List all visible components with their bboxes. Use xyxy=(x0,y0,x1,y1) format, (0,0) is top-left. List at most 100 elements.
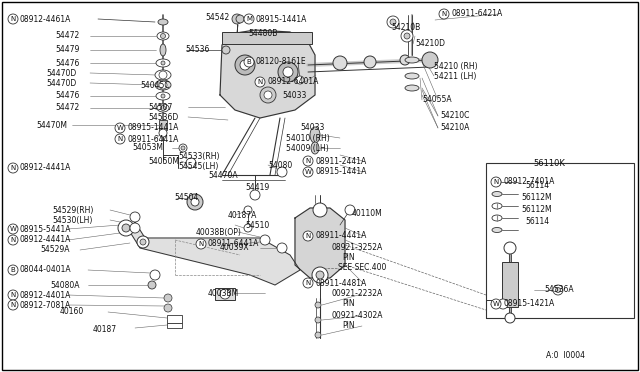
Circle shape xyxy=(260,87,276,103)
Text: N: N xyxy=(493,179,499,185)
Text: 54055A: 54055A xyxy=(422,96,452,105)
Circle shape xyxy=(115,123,125,133)
Text: 54053M: 54053M xyxy=(132,144,163,153)
Text: 54545(LH): 54545(LH) xyxy=(178,163,218,171)
Text: PIN: PIN xyxy=(342,299,355,308)
Polygon shape xyxy=(130,222,300,285)
Text: 08912-7401A: 08912-7401A xyxy=(503,177,554,186)
Text: M: M xyxy=(246,16,252,22)
Bar xyxy=(167,315,182,323)
Text: 54542: 54542 xyxy=(205,13,229,22)
Text: 08912-4401A: 08912-4401A xyxy=(20,291,72,299)
Circle shape xyxy=(400,55,410,65)
Circle shape xyxy=(196,239,206,249)
Text: B: B xyxy=(11,267,15,273)
Circle shape xyxy=(159,71,167,79)
Text: 08044-0401A: 08044-0401A xyxy=(20,266,72,275)
Text: 54045C: 54045C xyxy=(140,80,170,90)
Circle shape xyxy=(161,61,165,65)
Text: W: W xyxy=(116,125,124,131)
Text: 56112M: 56112M xyxy=(521,192,552,202)
Text: 54536D: 54536D xyxy=(148,112,179,122)
Text: 08120-8161E: 08120-8161E xyxy=(256,58,307,67)
Text: N: N xyxy=(117,136,123,142)
Text: 08911-6421A: 08911-6421A xyxy=(451,10,502,19)
Circle shape xyxy=(333,56,347,70)
Circle shape xyxy=(250,190,260,200)
Text: A:0  I0004: A:0 I0004 xyxy=(546,350,585,359)
Text: 56114: 56114 xyxy=(525,217,549,225)
Circle shape xyxy=(220,289,230,299)
Text: 54009 (LH): 54009 (LH) xyxy=(286,144,329,153)
Circle shape xyxy=(504,242,516,254)
Ellipse shape xyxy=(155,80,171,90)
Text: 40039X: 40039X xyxy=(220,244,250,253)
Circle shape xyxy=(278,62,298,82)
Circle shape xyxy=(159,81,167,89)
Text: W: W xyxy=(305,169,312,175)
Text: 08915-1441A: 08915-1441A xyxy=(315,167,366,176)
Circle shape xyxy=(491,177,501,187)
Circle shape xyxy=(191,198,199,206)
Text: 54470D: 54470D xyxy=(46,68,76,77)
Circle shape xyxy=(364,56,376,68)
Circle shape xyxy=(179,144,187,152)
Circle shape xyxy=(303,156,313,166)
Ellipse shape xyxy=(405,57,419,63)
Text: 08911-6441A: 08911-6441A xyxy=(127,135,179,144)
Circle shape xyxy=(240,60,250,70)
Circle shape xyxy=(164,304,172,312)
Circle shape xyxy=(130,223,140,233)
Ellipse shape xyxy=(156,59,170,67)
Text: 40110M: 40110M xyxy=(352,208,383,218)
Ellipse shape xyxy=(160,44,166,56)
Text: 54033: 54033 xyxy=(300,122,324,131)
Text: 54529(RH): 54529(RH) xyxy=(52,205,93,215)
Text: 08912-4441A: 08912-4441A xyxy=(20,164,72,173)
Text: 4003BM: 4003BM xyxy=(208,289,239,298)
Circle shape xyxy=(315,317,321,323)
Text: B: B xyxy=(246,59,252,65)
Text: 54211 (LH): 54211 (LH) xyxy=(434,71,476,80)
Text: 56112M: 56112M xyxy=(521,205,552,214)
Circle shape xyxy=(439,9,449,19)
Bar xyxy=(159,120,167,130)
Circle shape xyxy=(118,220,134,236)
Circle shape xyxy=(115,134,125,144)
Circle shape xyxy=(315,332,321,338)
Text: 08911-2441A: 08911-2441A xyxy=(315,157,366,166)
Text: 54476: 54476 xyxy=(55,58,79,67)
Text: PIN: PIN xyxy=(342,253,355,262)
Text: 54536: 54536 xyxy=(185,45,209,55)
Text: SEE SEC.400: SEE SEC.400 xyxy=(338,263,387,273)
Text: 08911-4441A: 08911-4441A xyxy=(315,231,366,241)
Text: N: N xyxy=(442,11,447,17)
Circle shape xyxy=(401,30,413,42)
Ellipse shape xyxy=(157,32,169,40)
Circle shape xyxy=(387,16,399,28)
Circle shape xyxy=(130,212,140,222)
Ellipse shape xyxy=(492,192,502,196)
Text: 56114: 56114 xyxy=(525,180,549,189)
Text: 00921-2232A: 00921-2232A xyxy=(332,289,383,298)
Circle shape xyxy=(148,281,156,289)
Ellipse shape xyxy=(492,228,502,232)
Text: 40160: 40160 xyxy=(60,308,84,317)
Text: 40187: 40187 xyxy=(93,326,117,334)
Text: 54470D: 54470D xyxy=(46,78,76,87)
Text: 54472: 54472 xyxy=(55,103,79,112)
Text: 54210B: 54210B xyxy=(391,23,420,32)
Circle shape xyxy=(222,46,230,54)
Text: 54010 (RH): 54010 (RH) xyxy=(286,134,330,142)
Text: W: W xyxy=(10,226,17,232)
Circle shape xyxy=(140,239,146,245)
Ellipse shape xyxy=(310,127,320,143)
Text: 40187A: 40187A xyxy=(228,211,257,219)
Circle shape xyxy=(313,203,327,217)
Bar xyxy=(215,288,235,300)
Circle shape xyxy=(296,76,304,84)
Text: 08912-4461A: 08912-4461A xyxy=(20,15,72,23)
Circle shape xyxy=(161,33,166,38)
Circle shape xyxy=(181,146,185,150)
Text: N: N xyxy=(10,237,15,243)
